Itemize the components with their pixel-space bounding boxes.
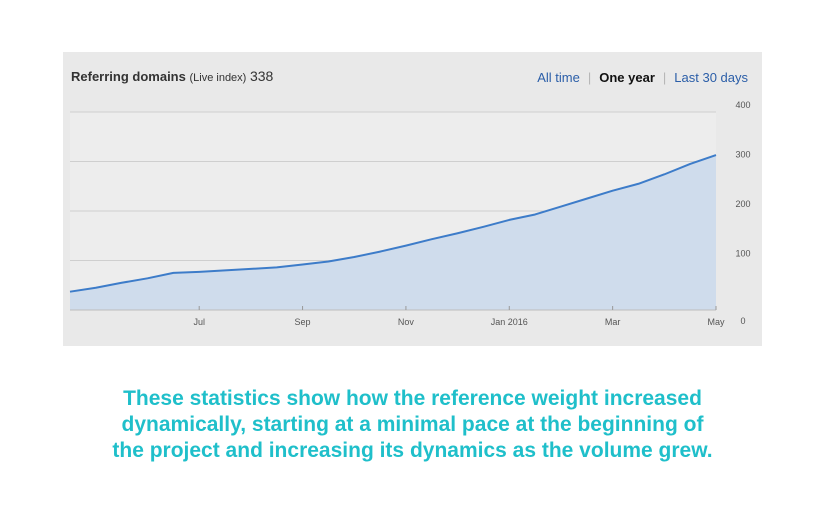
tab-all-time[interactable]: All time xyxy=(537,70,580,85)
chart-header: Referring domains (Live index) 338 xyxy=(71,68,273,84)
tab-last-30-days[interactable]: Last 30 days xyxy=(674,70,748,85)
tab-separator: | xyxy=(662,70,667,85)
y-tick-label: 200 xyxy=(735,199,750,209)
x-tick-label: Mar xyxy=(605,317,621,327)
series-area xyxy=(70,155,716,310)
caption-line: These statistics show how the reference … xyxy=(123,387,702,410)
caption-line: the project and increasing its dynamics … xyxy=(112,439,713,462)
x-tick-label: Nov xyxy=(398,317,415,327)
chart-panel: 0 100 200 300 400 Jul Sep Nov Jan 2016 Mar May Ref… xyxy=(63,52,762,346)
y-tick-label: 300 xyxy=(735,150,750,160)
referring-domains-chart: 0 100 200 300 400 Jul Sep Nov Jan 2016 Mar May xyxy=(69,100,751,327)
chart-title: Referring domains xyxy=(71,69,186,84)
domain-count: 338 xyxy=(249,68,274,84)
x-tick-label: Jul xyxy=(193,317,205,327)
caption-text: These statistics show how the reference … xyxy=(40,386,785,464)
y-tick-label: 100 xyxy=(735,249,750,259)
time-range-tabs: All time | One year | Last 30 days xyxy=(537,70,748,85)
chart-subtitle: (Live index) xyxy=(189,72,247,84)
series-line xyxy=(69,154,717,293)
y-tick-label: 0 xyxy=(740,316,745,326)
tab-separator: | xyxy=(587,70,592,85)
caption-line: dynamically, starting at a minimal pace … xyxy=(121,413,704,436)
x-tick-label: Sep xyxy=(295,317,311,327)
x-tick-label: Jan 2016 xyxy=(491,317,528,327)
tab-one-year[interactable]: One year xyxy=(599,70,655,85)
y-tick-label: 400 xyxy=(735,100,750,110)
x-tick-label: May xyxy=(707,317,725,327)
